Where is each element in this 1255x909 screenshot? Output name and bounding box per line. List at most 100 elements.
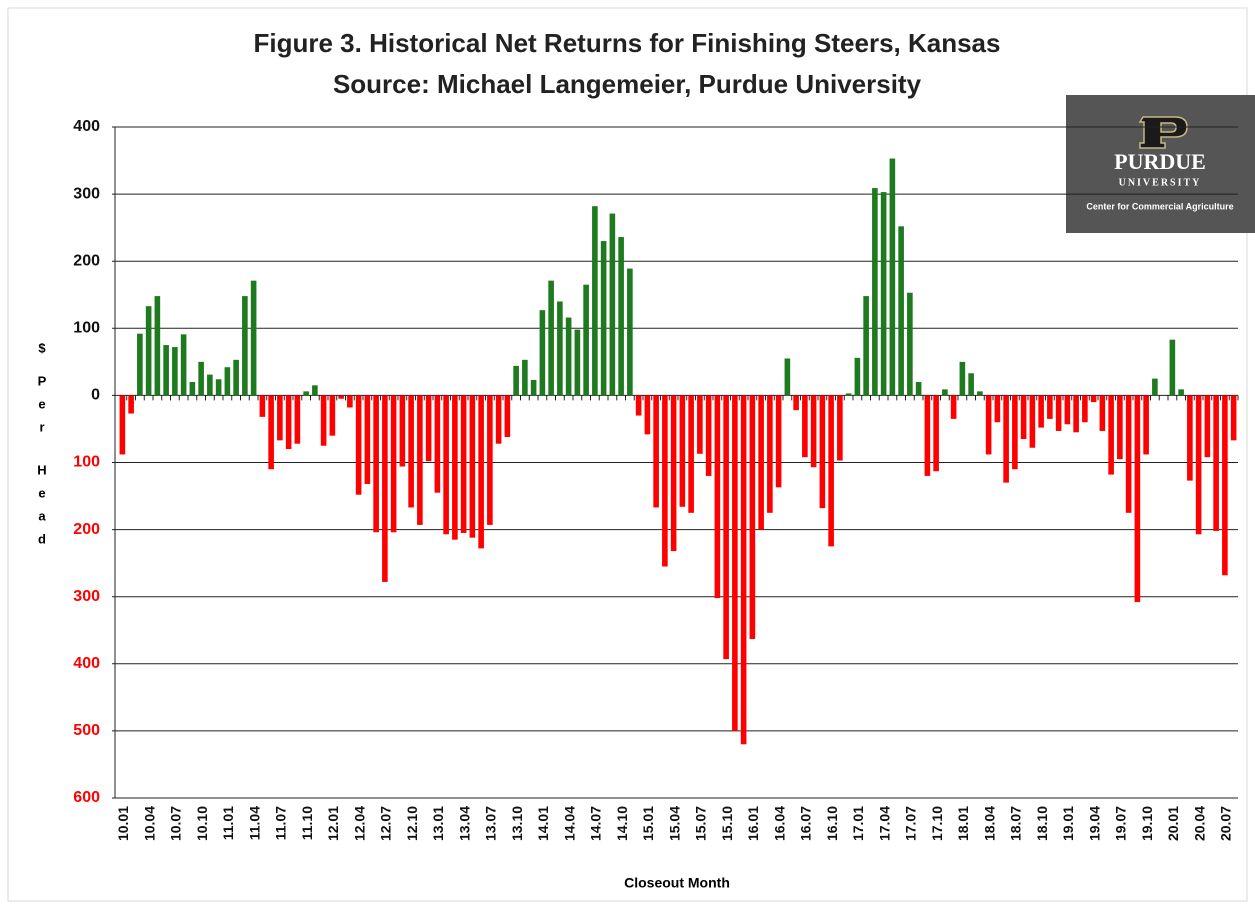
- x-tick-label: 20.04: [1191, 806, 1207, 841]
- bar: [285, 395, 292, 450]
- frame: [7, 7, 1248, 902]
- bar: [1020, 395, 1027, 440]
- x-tick-label: 11.10: [299, 806, 315, 840]
- bar: [924, 395, 931, 476]
- bar: [767, 395, 773, 513]
- bar: [1082, 395, 1088, 423]
- bar: [338, 395, 344, 399]
- x-tick-label: 19.10: [1139, 806, 1155, 841]
- bar: [828, 395, 834, 547]
- x-tick-label: 20.07: [1218, 806, 1234, 841]
- x-tick-label: 17.01: [850, 806, 866, 841]
- bar: [312, 385, 318, 396]
- logo: PURDUE UNIVERSITY Center for Commercial …: [1066, 95, 1255, 233]
- y-tick-label: 200: [73, 521, 100, 538]
- y-tick-label: 400: [73, 655, 100, 672]
- bar: [872, 188, 878, 396]
- bar: [1143, 395, 1149, 455]
- x-tick-label: 14.01: [535, 806, 551, 841]
- x-tick-label: 15.07: [693, 806, 709, 841]
- bar: [1117, 395, 1123, 460]
- bar: [994, 395, 1001, 423]
- bar: [189, 381, 196, 396]
- y-tick-label: 0: [91, 387, 100, 404]
- chart-subtitle: Source: Michael Langemeier, Purdue Unive…: [333, 69, 922, 99]
- bar: [802, 395, 808, 458]
- bar: [522, 359, 528, 396]
- y-axis-label: d: [38, 531, 46, 546]
- logo-subname: UNIVERSITY: [1119, 177, 1202, 188]
- bar: [294, 395, 301, 444]
- y-axis-label: $: [38, 340, 46, 355]
- bar: [1169, 339, 1176, 396]
- bar: [425, 395, 432, 462]
- bar: [460, 395, 467, 533]
- logo-caption: Center for Commercial Agriculture: [1086, 201, 1233, 211]
- bar: [408, 395, 414, 508]
- x-tick-label: 12.07: [378, 806, 394, 841]
- bar: [565, 317, 572, 396]
- x-tick-label: 11.01: [220, 806, 236, 840]
- bar: [1099, 395, 1106, 431]
- x-tick-label: 13.01: [430, 806, 446, 841]
- bar: [399, 395, 406, 467]
- bar: [985, 395, 992, 455]
- bar: [1003, 395, 1009, 483]
- x-tick-label: 10.10: [194, 806, 210, 841]
- bar: [933, 395, 939, 472]
- x-tick-label: 17.07: [903, 806, 919, 841]
- bar: [863, 296, 869, 396]
- x-tick-label: 11.04: [246, 806, 262, 840]
- bar: [705, 395, 712, 476]
- x-tick-label: 13.04: [456, 806, 472, 841]
- x-tick-label: 18.07: [1008, 806, 1024, 841]
- bar: [574, 329, 581, 396]
- x-tick-label: 10.04: [141, 806, 157, 841]
- bar: [968, 373, 974, 396]
- bar: [618, 237, 624, 396]
- bar: [749, 395, 756, 639]
- bar: [1125, 395, 1132, 513]
- bar: [959, 361, 966, 396]
- x-tick-label: 15.04: [666, 806, 682, 841]
- bar: [1204, 395, 1211, 458]
- bar: [740, 395, 747, 745]
- bar: [198, 361, 204, 396]
- x-tick-label: 19.01: [1060, 806, 1076, 841]
- bar: [1187, 395, 1193, 481]
- bar: [382, 395, 388, 582]
- x-tick-label: 10.01: [115, 806, 131, 841]
- bar: [417, 395, 423, 525]
- bar: [1038, 395, 1044, 428]
- bar: [854, 357, 861, 396]
- y-tick-label: 200: [73, 252, 100, 269]
- bar: [1178, 389, 1184, 396]
- bar: [723, 395, 729, 660]
- bar: [242, 296, 248, 396]
- bar: [732, 395, 738, 731]
- bar: [1073, 395, 1079, 433]
- bar: [373, 395, 379, 533]
- bar: [1152, 378, 1158, 396]
- x-tick-label: 15.01: [640, 806, 656, 841]
- y-axis-label: H: [37, 462, 46, 477]
- bar: [784, 358, 791, 396]
- bar: [478, 395, 484, 549]
- bar: [259, 395, 266, 417]
- bar: [898, 226, 904, 396]
- bar: [504, 395, 511, 438]
- bar: [539, 310, 546, 396]
- x-tick-label: 12.01: [325, 806, 341, 841]
- bar: [653, 395, 659, 508]
- bar: [950, 395, 957, 419]
- x-tick-label: 13.07: [483, 806, 499, 841]
- bar: [662, 395, 668, 567]
- bar: [907, 292, 913, 396]
- logo-name: PURDUE: [1114, 149, 1206, 174]
- bar: [557, 301, 563, 396]
- bar: [1012, 395, 1018, 470]
- chart-title: Figure 3. Historical Net Returns for Fin…: [254, 28, 1001, 58]
- bar: [513, 365, 519, 396]
- bar: [215, 379, 222, 396]
- bar: [487, 395, 493, 525]
